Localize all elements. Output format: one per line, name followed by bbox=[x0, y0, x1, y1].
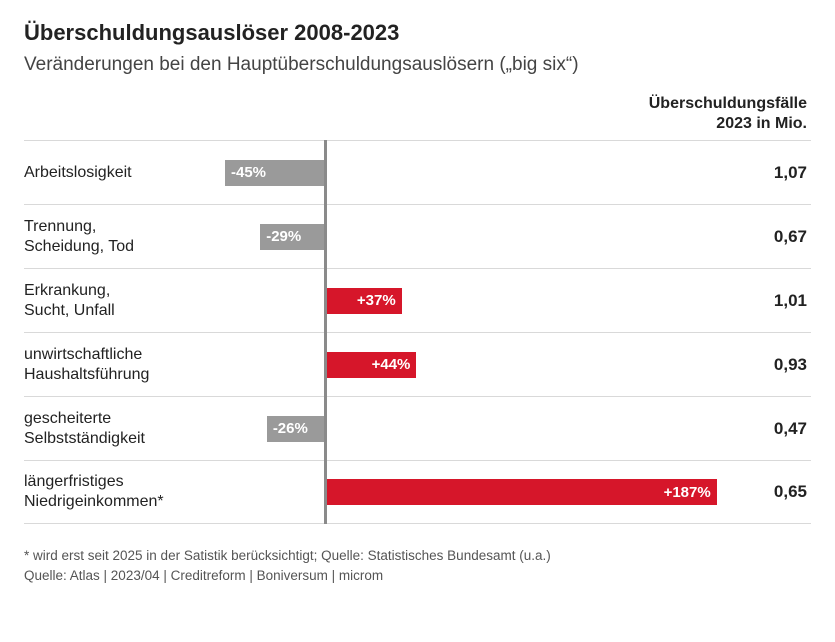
bar-label: +37% bbox=[357, 292, 396, 309]
chart-title: Überschuldungsauslöser 2008-2023 bbox=[24, 20, 811, 46]
bar-zone: -29% bbox=[214, 205, 739, 268]
row-value: 1,07 bbox=[739, 163, 811, 183]
bar-label: +187% bbox=[664, 484, 711, 501]
row-value: 0,93 bbox=[739, 355, 811, 375]
bar: -45% bbox=[225, 160, 324, 186]
table-row: Trennung,Scheidung, Tod -29% 0,67 bbox=[24, 204, 811, 268]
footnote-line-2: Quelle: Atlas | 2023/04 | Creditreform |… bbox=[24, 566, 811, 586]
row-label: gescheiterteSelbstständigkeit bbox=[24, 409, 214, 449]
bar: +44% bbox=[324, 352, 416, 378]
bar-zone: +187% bbox=[214, 461, 739, 523]
bar-zone: -26% bbox=[214, 397, 739, 460]
bar-zone: +37% bbox=[214, 269, 739, 332]
footnote-line-1: * wird erst seit 2025 in der Satistik be… bbox=[24, 546, 811, 566]
zero-axis bbox=[324, 140, 327, 524]
column-header: Überschuldungsfälle2023 in Mio. bbox=[24, 94, 811, 134]
row-value: 1,01 bbox=[739, 291, 811, 311]
bar-zone: -45% bbox=[214, 141, 739, 204]
footnote: * wird erst seit 2025 in der Satistik be… bbox=[24, 546, 811, 587]
table-row: längerfristigesNiedrigeinkommen* +187% 0,6… bbox=[24, 460, 811, 524]
table-row: gescheiterteSelbstständigkeit -26% 0,47 bbox=[24, 396, 811, 460]
bar: +187% bbox=[324, 479, 717, 505]
bar-label: -26% bbox=[273, 420, 308, 437]
row-label: Erkrankung,Sucht, Unfall bbox=[24, 281, 214, 321]
row-value: 0,65 bbox=[739, 482, 811, 502]
bar-zone: +44% bbox=[214, 333, 739, 396]
bar-label: +44% bbox=[372, 356, 411, 373]
table-row: Erkrankung,Sucht, Unfall +37% 1,01 bbox=[24, 268, 811, 332]
bar-chart: Arbeitslosigkeit -45% 1,07 Trennung,Scheidu… bbox=[24, 140, 811, 524]
bar: -26% bbox=[267, 416, 324, 442]
table-row: Arbeitslosigkeit -45% 1,07 bbox=[24, 140, 811, 204]
bar: -29% bbox=[260, 224, 324, 250]
bar-label: -29% bbox=[266, 228, 301, 245]
row-label: Arbeitslosigkeit bbox=[24, 163, 214, 183]
row-label: Trennung,Scheidung, Tod bbox=[24, 217, 214, 257]
bar: +37% bbox=[324, 288, 402, 314]
row-label: längerfristigesNiedrigeinkommen* bbox=[24, 472, 214, 512]
row-value: 0,47 bbox=[739, 419, 811, 439]
chart-subtitle: Veränderungen bei den Hauptüberschuldung… bbox=[24, 54, 811, 76]
row-label: unwirtschaftlicheHaushaltsführung bbox=[24, 345, 214, 385]
bar-label: -45% bbox=[231, 164, 266, 181]
table-row: unwirtschaftlicheHaushaltsführung +44% 0,9… bbox=[24, 332, 811, 396]
row-value: 0,67 bbox=[739, 227, 811, 247]
